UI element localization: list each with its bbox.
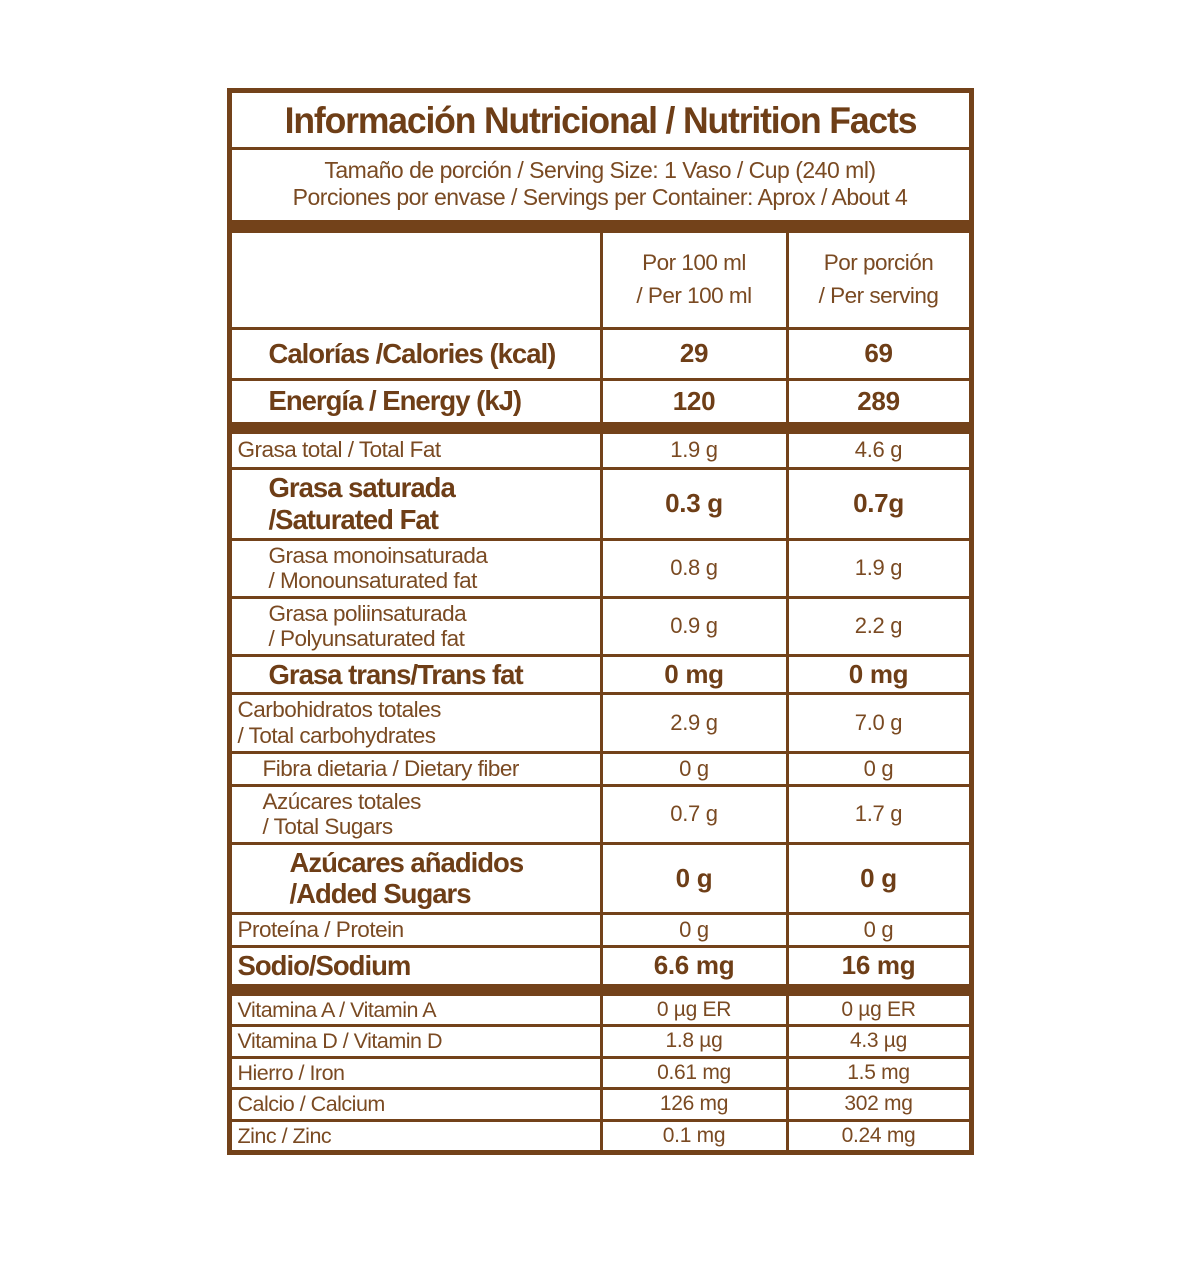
label-title: Información Nutricional / Nutrition Fact… [284,100,917,141]
separator-bar-top [231,220,969,234]
monounsaturated-fat-per-100ml: 0.8 g [599,540,786,596]
row-vitamin-d: Vitamina D / Vitamin D 1.8 µg 4.3 µg [231,1024,969,1056]
added-sugars-per-serving: 0 g [785,844,969,912]
nutrient-name-trans-fat: Grasa trans/Trans fat [268,659,524,691]
saturated-fat-per-serving: 0.7g [785,469,969,538]
serving-info: Tamaño de porción / Serving Size: 1 Vaso… [232,150,969,220]
row-saturated-fat: Grasa saturada /Saturated Fat 0.3 g 0.7g [231,466,969,538]
nutrient-name-vitamin-a: Vitamina A / Vitamin A [237,997,437,1022]
nutrient-name-calcium: Calcio / Calcium [237,1092,386,1117]
vitamin-a-per-100ml: 0 µg ER [599,995,786,1025]
header-per-serving: Por porción / Per serving [785,233,969,327]
iron-per-100ml: 0.61 mg [599,1058,786,1088]
row-iron: Hierro / Iron 0.61 mg 1.5 mg [231,1055,969,1088]
nutrient-name-monounsaturated-fat: Grasa monoinsaturada / Monounsaturated f… [268,542,488,594]
monounsaturated-fat-per-serving: 1.9 g [785,540,969,596]
row-added-sugars: Azúcares añadidos /Added Sugars 0 g 0 g [231,841,969,912]
trans-fat-per-100ml: 0 mg [599,657,786,693]
zinc-per-100ml: 0.1 mg [599,1121,786,1151]
iron-per-serving: 1.5 mg [785,1058,969,1088]
nutrient-name-sodium: Sodio/Sodium [237,949,412,981]
trans-fat-per-serving: 0 mg [785,657,969,693]
energy-per-100ml: 120 [599,380,786,422]
row-dietary-fiber: Fibra dietaria / Dietary fiber 0 g 0 g [231,750,969,784]
protein-per-serving: 0 g [785,914,969,945]
vitamin-d-per-serving: 4.3 µg [785,1027,969,1056]
energy-per-serving: 289 [785,380,969,422]
nutrient-name-vitamin-d: Vitamina D / Vitamin D [237,1029,443,1054]
nutrient-name-added-sugars: Azúcares añadidos /Added Sugars [289,846,525,910]
nutrient-name-total-sugars: Azúcares totales / Total Sugars [262,788,422,840]
total-fat-per-serving: 4.6 g [785,433,969,467]
nutrient-name-saturated-fat: Grasa saturada /Saturated Fat [268,472,456,535]
row-monounsaturated-fat: Grasa monoinsaturada / Monounsaturated f… [231,537,969,596]
total-sugars-per-100ml: 0.7 g [599,786,786,842]
label-header: Información Nutricional / Nutrition Fact… [231,93,969,150]
total-carbohydrates-per-serving: 7.0 g [785,695,969,751]
row-calories: Calorías /Calories (kcal) 29 69 [231,326,969,378]
header-per-100ml-es: Por 100 ml [642,250,746,276]
nutrient-name-iron: Hierro / Iron [237,1060,346,1085]
saturated-fat-per-100ml: 0.3 g [599,469,786,538]
separator-bar-middle [231,421,969,434]
zinc-per-serving: 0.24 mg [785,1121,969,1151]
total-sugars-per-serving: 1.7 g [785,786,969,842]
dietary-fiber-per-serving: 0 g [785,753,969,784]
total-fat-per-100ml: 1.9 g [599,433,786,467]
row-protein: Proteína / Protein 0 g 0 g [231,911,969,945]
header-per-serving-es: Por porción [823,250,934,276]
serving-size-line: Tamaño de porción / Serving Size: 1 Vaso… [324,157,876,183]
nutrition-facts-label: Información Nutricional / Nutrition Fact… [226,88,974,1156]
calcium-per-100ml: 126 mg [599,1090,786,1119]
protein-per-100ml: 0 g [599,914,786,945]
total-carbohydrates-per-100ml: 2.9 g [599,695,786,751]
header-empty-cell [232,233,600,326]
sodium-per-100ml: 6.6 mg [599,947,786,984]
nutrient-name-polyunsaturated-fat: Grasa poliinsaturada / Polyunsaturated f… [268,600,467,652]
calories-per-100ml: 29 [599,329,786,378]
row-sodium: Sodio/Sodium 6.6 mg 16 mg [231,944,969,984]
added-sugars-per-100ml: 0 g [599,844,786,912]
row-vitamin-a: Vitamina A / Vitamin A 0 µg ER 0 µg ER [232,995,969,1025]
nutrient-name-total-fat: Grasa total / Total Fat [237,437,442,463]
row-trans-fat: Grasa trans/Trans fat 0 mg 0 mg [231,654,969,693]
nutrient-name-protein: Proteína / Protein [237,916,405,942]
nutrient-name-total-carbohydrates: Carbohidratos totales / Total carbohydra… [237,697,442,749]
nutrient-name-dietary-fiber: Fibra dietaria / Dietary fiber [262,755,520,781]
calories-per-serving: 69 [785,329,969,378]
nutrient-name-energy: Energía / Energy (kJ) [268,385,523,417]
vitamin-d-per-100ml: 1.8 µg [599,1027,786,1056]
header-per-100ml-en: / Per 100 ml [636,282,752,308]
separator-bar-bottom [231,983,969,996]
table-header-row: Por 100 ml / Per 100 ml Por porción / Pe… [232,233,969,327]
row-polyunsaturated-fat: Grasa poliinsaturada / Polyunsaturated f… [231,595,969,655]
header-per-serving-en: / Per serving [818,282,939,308]
servings-per-container-line: Porciones por envase / Servings per Cont… [292,184,908,211]
polyunsaturated-fat-per-100ml: 0.9 g [599,598,786,655]
calcium-per-serving: 302 mg [785,1090,969,1119]
polyunsaturated-fat-per-serving: 2.2 g [785,598,969,655]
row-total-fat: Grasa total / Total Fat 1.9 g 4.6 g [232,433,969,467]
vitamin-a-per-serving: 0 µg ER [785,995,969,1025]
row-zinc: Zinc / Zinc 0.1 mg 0.24 mg [231,1118,969,1151]
nutrient-name-zinc: Zinc / Zinc [237,1123,332,1148]
row-total-carbohydrates: Carbohidratos totales / Total carbohydra… [231,692,969,751]
row-total-sugars: Azúcares totales / Total Sugars 0.7 g 1.… [231,783,969,842]
row-calcium: Calcio / Calcium 126 mg 302 mg [231,1087,969,1119]
row-energy: Energía / Energy (kJ) 120 289 [231,377,969,422]
header-per-100ml: Por 100 ml / Per 100 ml [599,233,786,327]
nutrient-name-calories: Calorías /Calories (kcal) [268,337,557,369]
dietary-fiber-per-100ml: 0 g [599,753,786,784]
sodium-per-serving: 16 mg [785,947,969,984]
